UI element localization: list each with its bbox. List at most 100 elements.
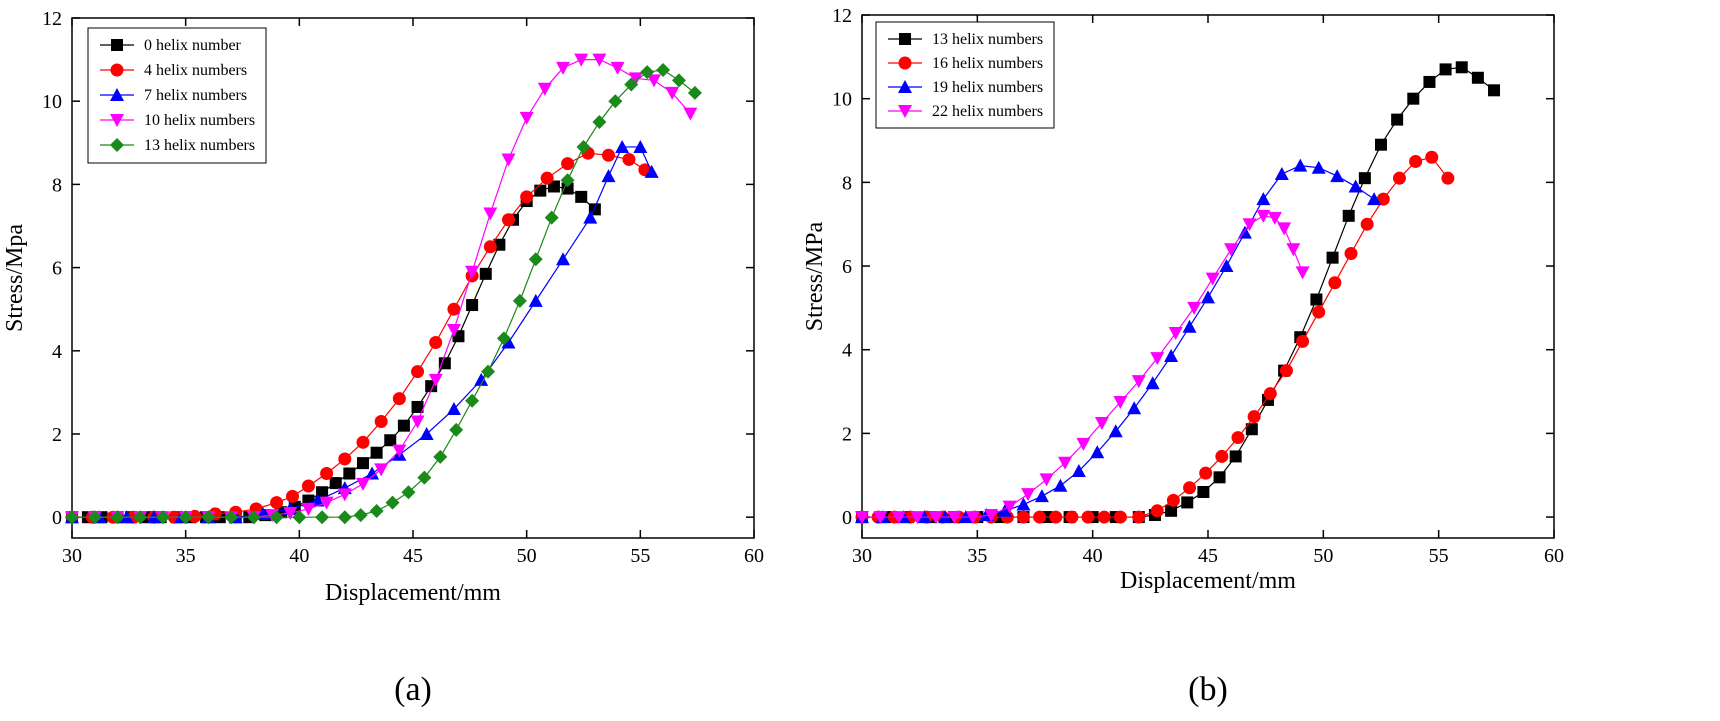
- series-line: [862, 156, 1449, 518]
- x-tick-label: 30: [62, 545, 82, 567]
- legend: 0 helix number 4 helix numbers 7 helix num…: [87, 27, 267, 164]
- data-point: [374, 463, 389, 477]
- data-point: [646, 74, 661, 88]
- data-point: [397, 419, 410, 432]
- data-point: [292, 510, 307, 525]
- data-point: [1263, 387, 1277, 401]
- data-point: [1344, 246, 1358, 260]
- data-point: [1197, 485, 1210, 498]
- y-tick-label: 4: [842, 340, 852, 362]
- data-point: [1183, 481, 1197, 495]
- data-point: [1256, 209, 1271, 223]
- data-point: [1328, 276, 1342, 290]
- chart-panel-a: 30 35 40 45 50 55 60 0 2 4 6 8 10 12 Displacement/mm St…: [2, 8, 764, 708]
- data-point: [1002, 500, 1017, 514]
- data-point: [656, 63, 671, 77]
- data-point: [1326, 251, 1339, 264]
- data-point: [447, 302, 461, 316]
- data-point: [1342, 209, 1355, 222]
- data-point: [417, 470, 432, 485]
- data-point: [1065, 510, 1079, 524]
- data-point: [356, 457, 369, 470]
- y-tick-label: 10: [832, 89, 852, 111]
- data-point: [1057, 456, 1072, 470]
- data-point: [392, 392, 406, 406]
- data-point: [1145, 376, 1160, 390]
- data-point: [1471, 71, 1484, 84]
- data-point: [419, 427, 434, 440]
- data-point: [984, 508, 999, 522]
- data-point: [561, 182, 574, 195]
- data-point: [561, 157, 575, 171]
- chart-panel-b: 30 35 40 45 50 55 60 0 2 4 6 8 10 12 Displacement/mm St…: [802, 5, 1564, 708]
- legend-entry: 22 helix numbers: [932, 103, 1043, 120]
- x-tick-label: 55: [1429, 545, 1449, 567]
- data-point: [1295, 266, 1310, 280]
- data-point: [438, 357, 451, 370]
- data-point: [356, 435, 370, 449]
- legend-marker: [110, 138, 124, 152]
- data-point: [528, 293, 543, 307]
- data-point: [891, 511, 906, 525]
- data-point: [465, 265, 480, 279]
- data-point: [1392, 171, 1406, 185]
- data-point: [1256, 192, 1271, 206]
- data-point: [928, 511, 943, 525]
- data-point: [602, 148, 616, 162]
- data-point: [1150, 352, 1165, 366]
- data-point: [615, 139, 630, 153]
- data-point: [540, 171, 554, 185]
- data-point: [286, 489, 300, 503]
- x-tick-label: 60: [1544, 545, 1564, 567]
- data-point: [1164, 348, 1179, 362]
- data-point: [687, 85, 702, 100]
- series-0-helix-number: [66, 180, 601, 524]
- data-point: [501, 213, 515, 227]
- data-point: [574, 53, 589, 67]
- data-point: [1127, 401, 1142, 415]
- data-point: [1033, 510, 1047, 524]
- legend-entry: 0 helix number: [144, 37, 242, 54]
- legend-marker: [898, 56, 912, 70]
- legend-entry: 19 helix numbers: [932, 79, 1043, 96]
- data-point: [338, 452, 352, 466]
- data-point: [910, 511, 925, 525]
- data-point: [446, 324, 461, 337]
- data-point: [301, 479, 315, 493]
- data-point: [411, 365, 425, 379]
- data-point: [855, 511, 869, 525]
- data-point: [1247, 410, 1261, 424]
- data-point: [1409, 154, 1423, 168]
- x-tick-label: 45: [403, 545, 423, 567]
- data-point: [1267, 211, 1282, 225]
- data-point: [1310, 293, 1323, 306]
- data-point: [1049, 510, 1063, 524]
- data-point: [1113, 510, 1127, 524]
- data-point: [519, 111, 534, 125]
- x-tick-label: 30: [852, 545, 872, 567]
- data-point: [429, 335, 443, 349]
- data-point: [1219, 259, 1234, 273]
- data-point: [1131, 375, 1146, 389]
- y-tick-label: 6: [52, 258, 62, 280]
- data-point: [449, 422, 464, 437]
- data-point: [1187, 301, 1202, 315]
- data-point: [1367, 192, 1382, 206]
- data-point: [369, 503, 384, 518]
- data-point: [665, 86, 680, 100]
- series-line: [862, 66, 1495, 518]
- data-point: [1311, 160, 1326, 174]
- data-point: [401, 485, 416, 500]
- data-point: [110, 510, 125, 525]
- data-point: [1076, 437, 1091, 451]
- data-point: [1034, 489, 1049, 503]
- data-point: [65, 510, 79, 525]
- data-point: [496, 331, 511, 346]
- data-point: [1108, 424, 1123, 438]
- data-point: [1016, 497, 1031, 511]
- data-point: [1168, 326, 1183, 340]
- legend-entry: 13 helix numbers: [144, 137, 255, 154]
- legend-marker: [110, 63, 124, 77]
- data-point: [319, 496, 334, 510]
